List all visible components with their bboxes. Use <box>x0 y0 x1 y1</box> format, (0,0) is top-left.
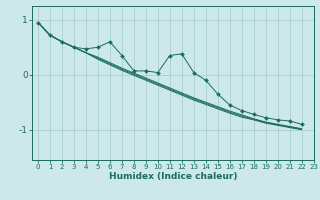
X-axis label: Humidex (Indice chaleur): Humidex (Indice chaleur) <box>108 172 237 181</box>
